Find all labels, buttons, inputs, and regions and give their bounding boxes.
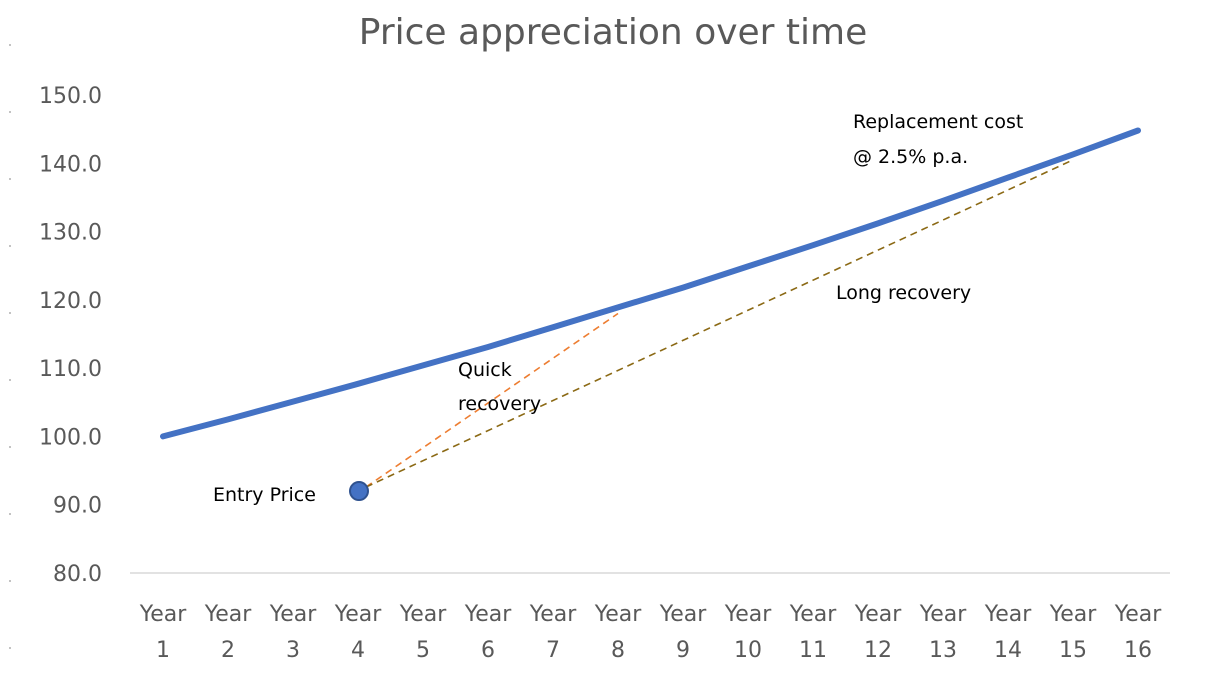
x-tick-label: Year [269,602,318,627]
x-tick-label: Year [139,602,188,627]
x-tick-label: 6 [481,638,495,663]
edge-dot [9,446,11,448]
series-line [160,127,1141,440]
y-tick-label: 100.0 [39,425,102,450]
quick-recovery-label: Quick [458,359,512,381]
quick-recovery-label: recovery [458,393,541,415]
y-tick-label: 140.0 [39,152,102,177]
y-tick-label: 80.0 [53,562,102,587]
x-tick-label: 10 [734,638,762,663]
entry-price-label: Entry Price [213,484,316,506]
y-tick-label: 120.0 [39,289,102,314]
y-tick-label: 130.0 [39,221,102,246]
x-tick-label: 5 [416,638,430,663]
x-tick-label: Year [724,602,773,627]
x-tick-label: Year [529,602,578,627]
x-tick-label: 8 [611,638,625,663]
edge-dot [9,379,11,381]
replacement-cost-label: Replacement cost [853,111,1023,133]
entry-point-marker [349,481,369,502]
x-tick-label: 1 [156,638,170,663]
recovery-line [365,312,619,488]
x-tick-label: 16 [1124,638,1152,663]
x-tick-label: Year [854,602,903,627]
x-tick-label: Year [204,602,253,627]
edge-dot [9,647,11,649]
x-tick-label: 7 [546,638,560,663]
x-tick-label: 13 [929,638,957,663]
x-tick-label: Year [789,602,838,627]
x-tick-label: 11 [799,638,827,663]
chart-title: Price appreciation over time [358,12,868,53]
long-recovery-label: Long recovery [836,282,971,304]
edge-dot [9,245,11,247]
x-tick-label: 4 [351,638,365,663]
x-tick-label: Year [594,602,643,627]
edge-dot [9,111,11,113]
x-tick-label: 2 [221,638,235,663]
replacement-cost-rate-label: @ 2.5% p.a. [853,146,968,168]
x-tick-label: Year [984,602,1033,627]
recovery-line [365,159,1074,488]
edge-dot [9,312,11,314]
x-tick-label: Year [334,602,383,627]
edge-dot [9,178,11,180]
edge-dot [9,513,11,515]
y-tick-label: 90.0 [53,494,102,519]
x-tick-label: 9 [676,638,690,663]
x-tick-label: Year [1114,602,1163,627]
x-tick-label: Year [399,602,448,627]
x-tick-label: 14 [994,638,1022,663]
x-tick-label: Year [464,602,513,627]
edge-dot [9,44,11,46]
y-tick-label: 110.0 [39,357,102,382]
edge-dot [9,580,11,582]
x-tick-label: Year [919,602,968,627]
x-tick-label: 15 [1059,638,1087,663]
x-tick-label: 3 [286,638,300,663]
x-tick-label: Year [659,602,708,627]
x-tick-label: Year [1049,602,1098,627]
x-tick-label: 12 [864,638,892,663]
y-tick-label: 150.0 [39,84,102,109]
